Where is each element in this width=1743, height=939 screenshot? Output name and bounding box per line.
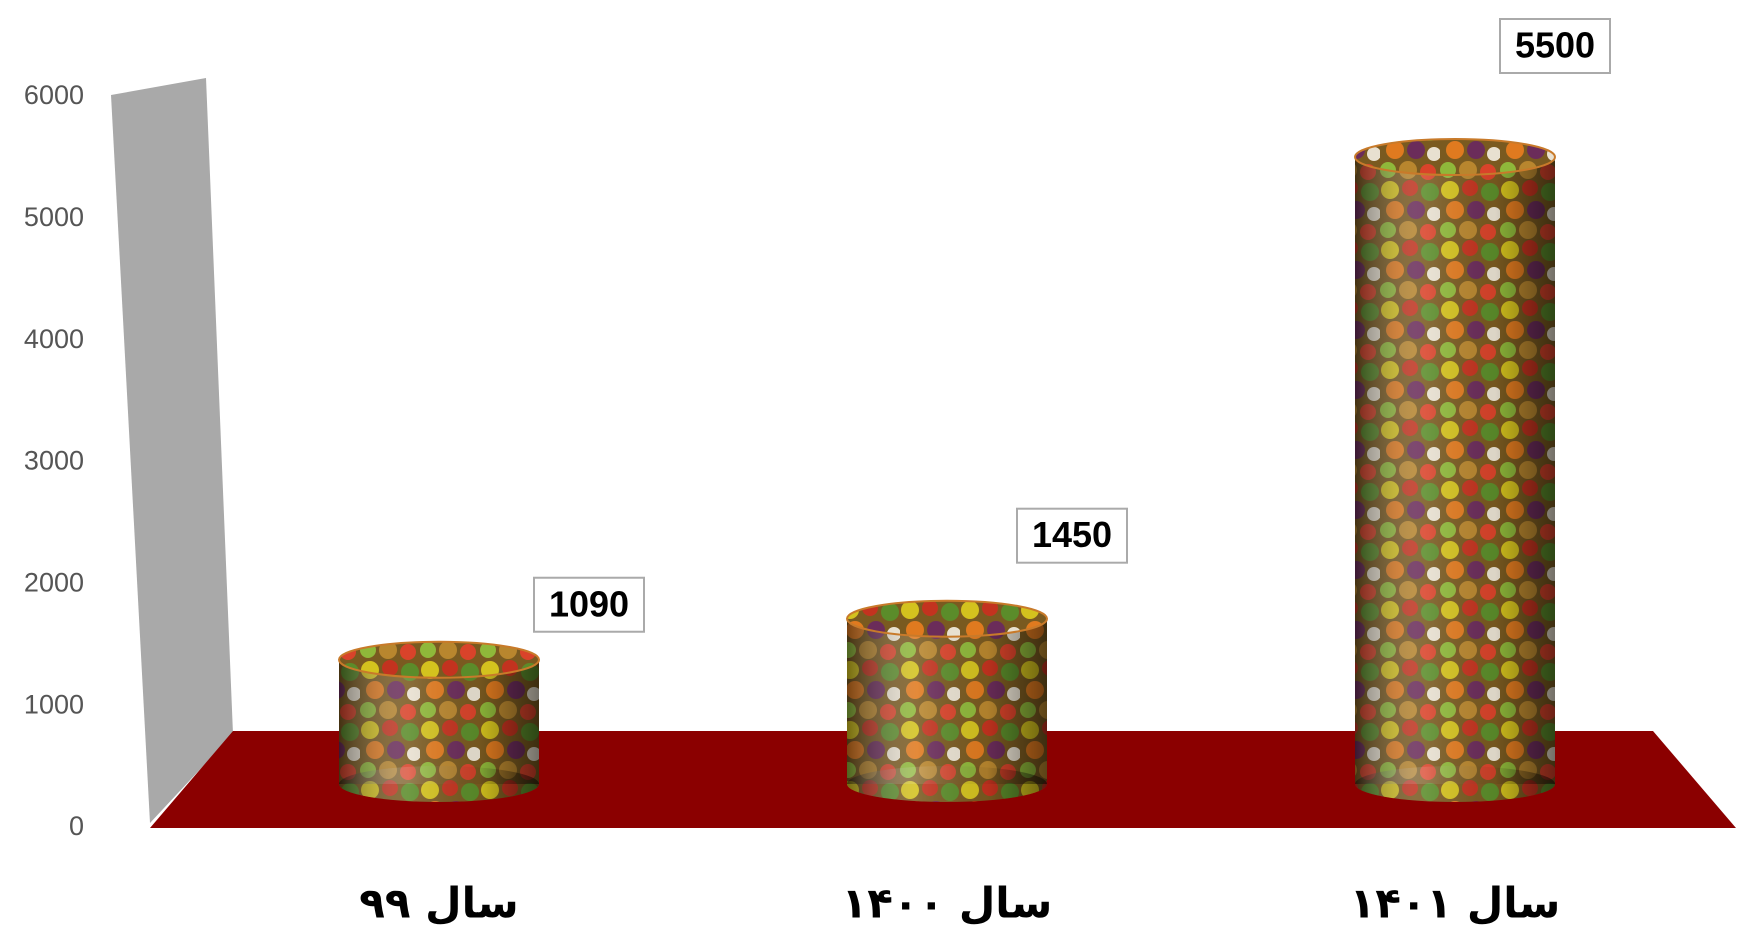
cylinder-shade: [1355, 157, 1555, 784]
back-wall: [111, 78, 233, 823]
value-label-box: [533, 576, 645, 633]
y-tick-label: 4000: [24, 324, 84, 354]
value-label: 1450: [1032, 514, 1112, 555]
cylinder-bottom-shade: [339, 766, 539, 802]
x-tick-label: سال ۹۹: [359, 879, 518, 928]
x-tick-label: سال ۱۴۰۱: [1350, 879, 1561, 928]
x-tick-label: سال ۱۴۰۰: [842, 879, 1053, 928]
cylinder-bottom-shade: [847, 766, 1047, 802]
cylinder-bottom-shade: [1355, 766, 1555, 802]
y-tick-label: 1000: [24, 689, 84, 719]
y-tick-label: 6000: [24, 80, 84, 110]
y-tick-label: 2000: [24, 567, 84, 597]
cylinder-top: [1354, 138, 1556, 176]
cylinder-top: [338, 640, 540, 679]
value-label: 1090: [549, 583, 629, 624]
value-label-box: [1499, 18, 1611, 74]
cylinder-shade: [847, 618, 1047, 784]
y-tick-label: 0: [69, 811, 84, 841]
cylinder-shade: [339, 659, 539, 784]
cylinder-top: [846, 599, 1048, 638]
y-tick-label: 3000: [24, 446, 84, 476]
y-tick-label: 5000: [24, 202, 84, 232]
value-label-box: [1016, 507, 1128, 564]
value-label: 5500: [1515, 25, 1595, 66]
